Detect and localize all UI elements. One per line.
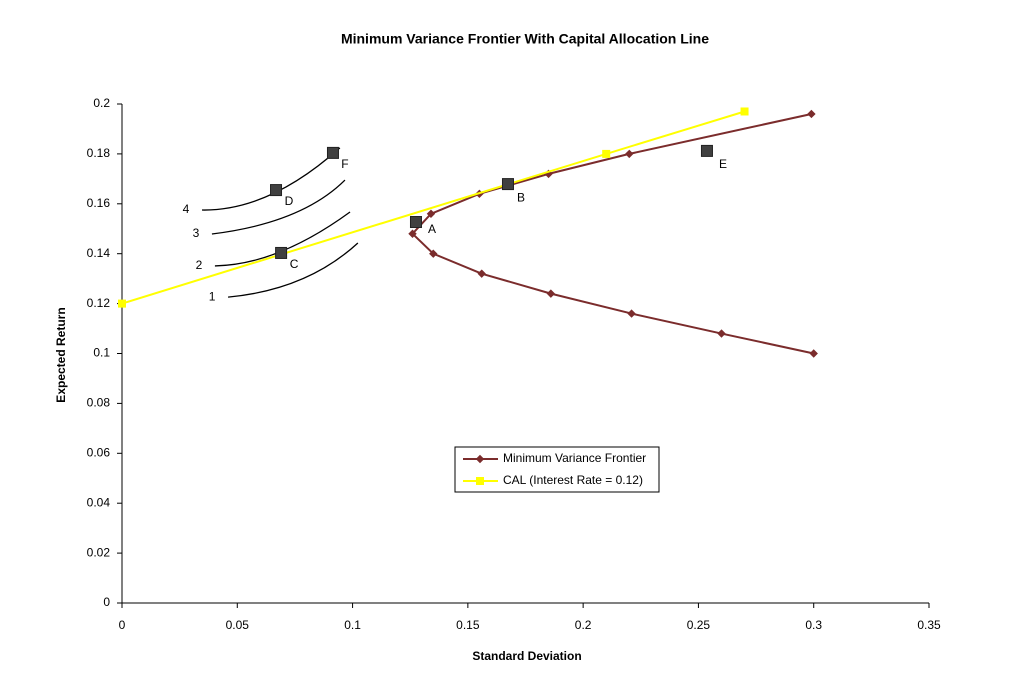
legend-label: Minimum Variance Frontier [503, 451, 646, 465]
chart-title: Minimum Variance Frontier With Capital A… [341, 31, 709, 47]
point-marker [740, 107, 749, 116]
x-axis-label: Standard Deviation [472, 649, 581, 663]
portfolio-point [275, 246, 288, 259]
point-marker [809, 349, 818, 358]
point-label: E [719, 157, 727, 171]
y-tick-label: 0.1 [93, 346, 110, 360]
legend-marker [475, 454, 485, 464]
point-label: F [341, 157, 348, 171]
y-tick-label: 0.02 [87, 545, 111, 559]
point-label: C [290, 257, 299, 271]
portfolio-point [700, 144, 713, 157]
point-marker [408, 229, 417, 238]
point-label: B [517, 190, 525, 204]
point-label: D [285, 194, 294, 208]
x-tick-label: 0.3 [805, 618, 822, 632]
legend [454, 446, 660, 493]
y-tick-label: 0.12 [87, 296, 111, 310]
x-tick-label: 0.15 [456, 618, 480, 632]
x-tick-label: 0 [119, 618, 126, 632]
point-marker [717, 329, 726, 338]
y-tick-label: 0.14 [87, 246, 111, 260]
point-marker [807, 109, 816, 119]
point-marker [627, 309, 636, 318]
point-marker [477, 269, 486, 278]
legend-marker [476, 477, 484, 485]
point-marker [546, 289, 556, 298]
curve-label: 4 [183, 202, 190, 216]
point-marker [429, 249, 438, 258]
y-tick-label: 0.18 [87, 146, 111, 160]
portfolio-point [501, 178, 514, 191]
curve-label: 1 [209, 289, 216, 303]
curve-label: 3 [193, 226, 200, 240]
point-marker [625, 149, 634, 159]
point-marker [602, 149, 611, 158]
y-tick-label: 0.06 [87, 445, 111, 459]
x-tick-label: 0.25 [687, 618, 711, 632]
y-tick-label: 0.04 [87, 495, 111, 509]
portfolio-point [326, 146, 339, 159]
point-marker [426, 209, 436, 218]
y-tick-label: 0.08 [87, 396, 111, 410]
y-tick-label: 0.16 [87, 196, 111, 210]
point-label: A [428, 222, 436, 236]
y-axis-label: Expected Return [54, 307, 68, 402]
portfolio-point [409, 216, 422, 229]
x-tick-label: 0.2 [575, 618, 592, 632]
legend-label: CAL (Interest Rate = 0.12) [503, 473, 643, 487]
indifference-curve [211, 179, 346, 235]
series-line [121, 110, 745, 305]
series-line [411, 113, 814, 355]
x-tick-label: 0.1 [344, 618, 361, 632]
y-tick-label: 0.2 [93, 96, 110, 110]
curve-label: 2 [196, 258, 203, 272]
x-tick-label: 0.05 [226, 618, 250, 632]
portfolio-point [270, 184, 283, 197]
y-tick-label: 0 [103, 595, 110, 609]
indifference-curve [228, 242, 359, 298]
point-marker [118, 299, 126, 308]
x-tick-label: 0.35 [917, 618, 941, 632]
